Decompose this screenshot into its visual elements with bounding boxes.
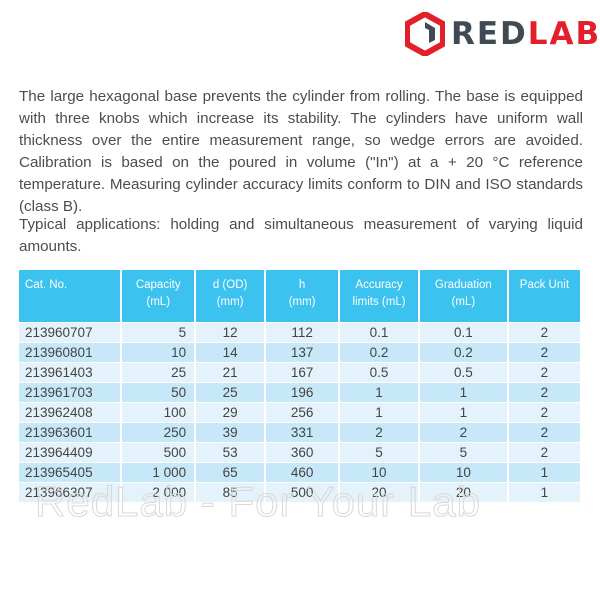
table-cell: 53 — [195, 442, 266, 463]
table-cell: 20 — [339, 482, 420, 502]
table-cell: 2 — [507, 402, 583, 423]
table-cell: 10 — [339, 462, 420, 483]
table-cell: 1 — [339, 382, 420, 403]
table-cell: 10 — [418, 462, 509, 483]
table-cell: 25 — [195, 382, 266, 403]
table-cell: 0.5 — [339, 362, 420, 383]
table-cell: 213963601 — [19, 422, 123, 443]
watermark: RedLab - For Your Lab — [35, 478, 481, 526]
table-row: 213964409 500 53 360 5 5 2 — [19, 442, 583, 463]
table-row: 213960801 10 14 137 0.2 0.2 2 — [19, 342, 583, 363]
table-cell: 85 — [195, 482, 266, 502]
table-cell: 2 000 — [121, 482, 197, 502]
table-cell: 10 — [121, 342, 197, 363]
table-cell: 2 — [507, 382, 583, 403]
table-row: 213963601 250 39 331 2 2 2 — [19, 422, 583, 443]
table-cell: 65 — [195, 462, 266, 483]
table-cell: 2 — [507, 342, 583, 363]
table-cell: 12 — [195, 322, 266, 343]
table-cell: 0.2 — [339, 342, 420, 363]
table-cell: 14 — [195, 342, 266, 363]
table-cell: 460 — [265, 462, 341, 483]
table-cell: 112 — [265, 322, 341, 343]
table-cell: 196 — [265, 382, 341, 403]
table-cell: 25 — [121, 362, 197, 383]
table-row: 213966307 2 000 85 500 20 20 1 — [19, 482, 583, 502]
column-header: h (mm) — [265, 270, 341, 323]
table-cell: 167 — [265, 362, 341, 383]
table-cell: 500 — [121, 442, 197, 463]
hexagon-logo-icon — [405, 12, 445, 56]
table-cell: 360 — [265, 442, 341, 463]
column-header: Capacity (mL) — [121, 270, 197, 323]
table-cell: 100 — [121, 402, 197, 423]
table-cell: 2 — [507, 442, 583, 463]
redlab-logo: REDLAB — [405, 12, 600, 56]
table-cell: 331 — [265, 422, 341, 443]
table-row: 213965405 1 000 65 460 10 10 1 — [19, 462, 583, 483]
table-cell: 213966307 — [19, 482, 123, 502]
column-header: Cat. No. — [19, 270, 123, 323]
table-cell: 20 — [418, 482, 509, 502]
table-cell: 5 — [418, 442, 509, 463]
table-cell: 1 — [339, 402, 420, 423]
table-cell: 0.1 — [418, 322, 509, 343]
product-table: Cat. No. Capacity (mL) d (OD) (mm) h (mm) Accur… — [19, 270, 583, 502]
table-cell: 1 — [507, 462, 583, 483]
table-row: 213961403 25 21 167 0.5 0.5 2 — [19, 362, 583, 383]
applications-paragraph: Typical applications: holding and simult… — [19, 216, 583, 255]
description-paragraph: The large hexagonal base prevents the cy… — [19, 88, 583, 215]
table-cell: 213961703 — [19, 382, 123, 403]
table-row: 213960707 5 12 112 0.1 0.1 2 — [19, 322, 583, 343]
logo-text: REDLAB — [451, 16, 600, 52]
column-header: Pack Unit — [507, 270, 583, 323]
table-cell: 137 — [265, 342, 341, 363]
table-cell: 0.5 — [418, 362, 509, 383]
table-cell: 213960707 — [19, 322, 123, 343]
table-cell: 0.2 — [418, 342, 509, 363]
table-cell: 1 — [418, 382, 509, 403]
table-cell: 2 — [507, 422, 583, 443]
table-cell: 213961403 — [19, 362, 123, 383]
table-row: 213961703 50 25 196 1 1 2 — [19, 382, 583, 403]
table-cell: 1 — [418, 402, 509, 423]
table-cell: 1 — [507, 482, 583, 502]
table-cell: 213965405 — [19, 462, 123, 483]
column-header: d (OD) (mm) — [195, 270, 266, 323]
table-cell: 5 — [121, 322, 197, 343]
table-cell: 21 — [195, 362, 266, 383]
table-cell: 213964409 — [19, 442, 123, 463]
table-cell: 2 — [418, 422, 509, 443]
table-cell: 1 000 — [121, 462, 197, 483]
column-header: Graduation (mL) — [418, 270, 509, 323]
table-cell: 213960801 — [19, 342, 123, 363]
table-row: 213962408 100 29 256 1 1 2 — [19, 402, 583, 423]
table-cell: 2 — [507, 362, 583, 383]
table-cell: 2 — [507, 322, 583, 343]
table-cell: 29 — [195, 402, 266, 423]
table-cell: 250 — [121, 422, 197, 443]
table-cell: 256 — [265, 402, 341, 423]
table-cell: 213962408 — [19, 402, 123, 423]
table-cell: 0.1 — [339, 322, 420, 343]
table-cell: 5 — [339, 442, 420, 463]
column-header: Accuracy limits (mL) — [339, 270, 420, 323]
table-cell: 2 — [339, 422, 420, 443]
table-cell: 50 — [121, 382, 197, 403]
table-cell: 500 — [265, 482, 341, 502]
table-cell: 39 — [195, 422, 266, 443]
